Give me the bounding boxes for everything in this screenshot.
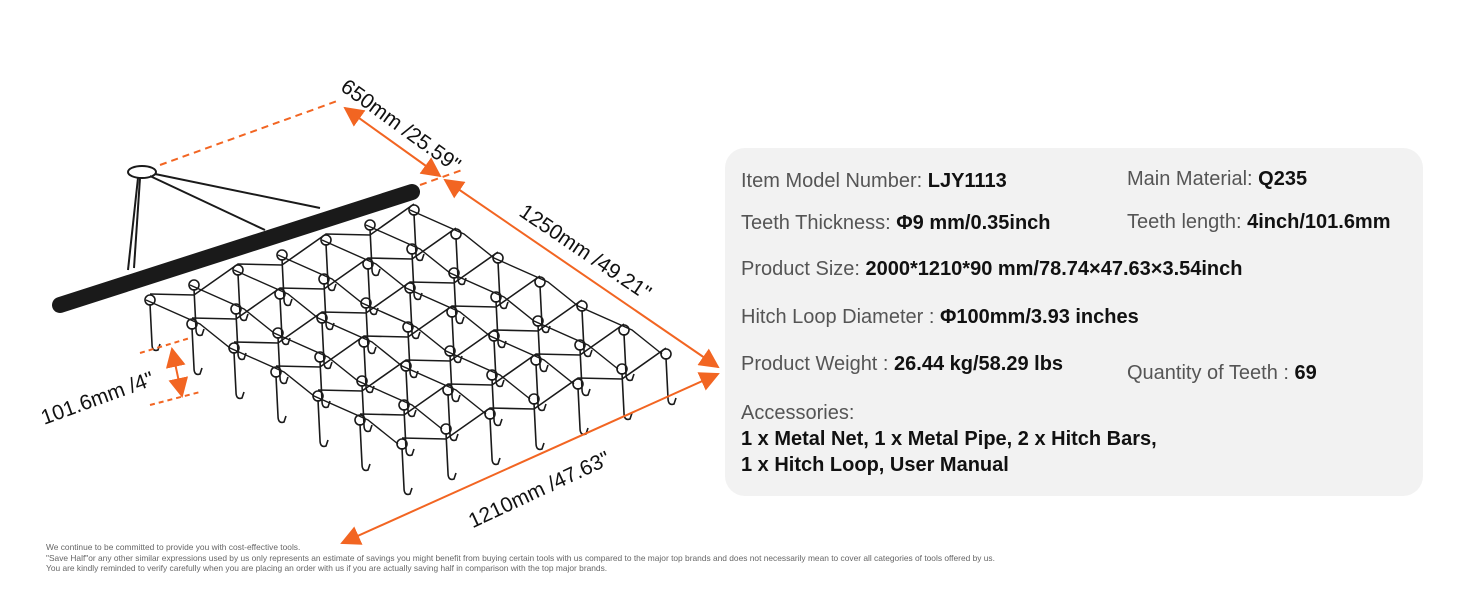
tooth xyxy=(409,291,421,340)
tooth xyxy=(193,288,205,337)
spec-panel: Item Model Number: LJY1113 Main Material… xyxy=(725,148,1423,496)
tooth xyxy=(317,399,329,448)
metal-pipe xyxy=(52,184,420,313)
spec-accessories: Accessories: 1 x Metal Net, 1 x Metal Pi… xyxy=(741,402,1157,476)
spec-thickness: Teeth Thickness: Φ9 mm/0.35inch xyxy=(741,212,1051,234)
tooth-coil xyxy=(660,348,672,360)
hitch-assembly xyxy=(127,165,321,271)
tooth xyxy=(325,243,337,292)
tooth xyxy=(233,351,245,400)
tooth xyxy=(319,360,331,409)
tooth xyxy=(191,327,203,376)
tooth xyxy=(321,321,333,370)
spec-weight: Product Weight : 26.44 kg/58.29 lbs xyxy=(741,353,1064,375)
spec-size: Product Size: 2000*1210*90 mm/78.74×47.6… xyxy=(741,258,1243,280)
tooth xyxy=(411,252,423,301)
disclaimer-line: "Save Half"or any other similar expressi… xyxy=(46,552,995,563)
tooth xyxy=(413,213,425,262)
tooth xyxy=(369,228,381,277)
disclaimer-line: You are kindly reminded to verify carefu… xyxy=(46,563,608,573)
spec-qty: Quantity of Teeth : 69 xyxy=(1127,362,1317,384)
spec-hitch: Hitch Loop Diameter : Φ100mm/3.93 inches xyxy=(741,306,1139,328)
tooth xyxy=(237,273,249,322)
disclaimer: We continue to be committed to provide y… xyxy=(46,542,995,574)
mesh-link xyxy=(145,299,399,445)
tooth xyxy=(279,297,291,346)
mesh-link xyxy=(233,269,487,415)
tooth xyxy=(275,375,287,424)
tooth xyxy=(149,303,161,352)
tooth xyxy=(235,312,247,361)
spec-material: Main Material: Q235 xyxy=(1127,168,1308,190)
tooth xyxy=(323,282,335,331)
tooth xyxy=(365,306,377,355)
tooth xyxy=(367,267,379,316)
tooth xyxy=(277,336,289,385)
spec-model: Item Model Number: LJY1113 xyxy=(741,170,1007,192)
mesh-link xyxy=(277,254,531,400)
mesh-link xyxy=(321,239,575,385)
tooth xyxy=(281,258,293,307)
spec-teeth-length: Teeth length: 4inch/101.6mm xyxy=(1127,211,1391,233)
disclaimer-line: We continue to be committed to provide y… xyxy=(46,542,301,552)
dimension-lines xyxy=(139,99,720,545)
mesh-link xyxy=(189,284,443,430)
